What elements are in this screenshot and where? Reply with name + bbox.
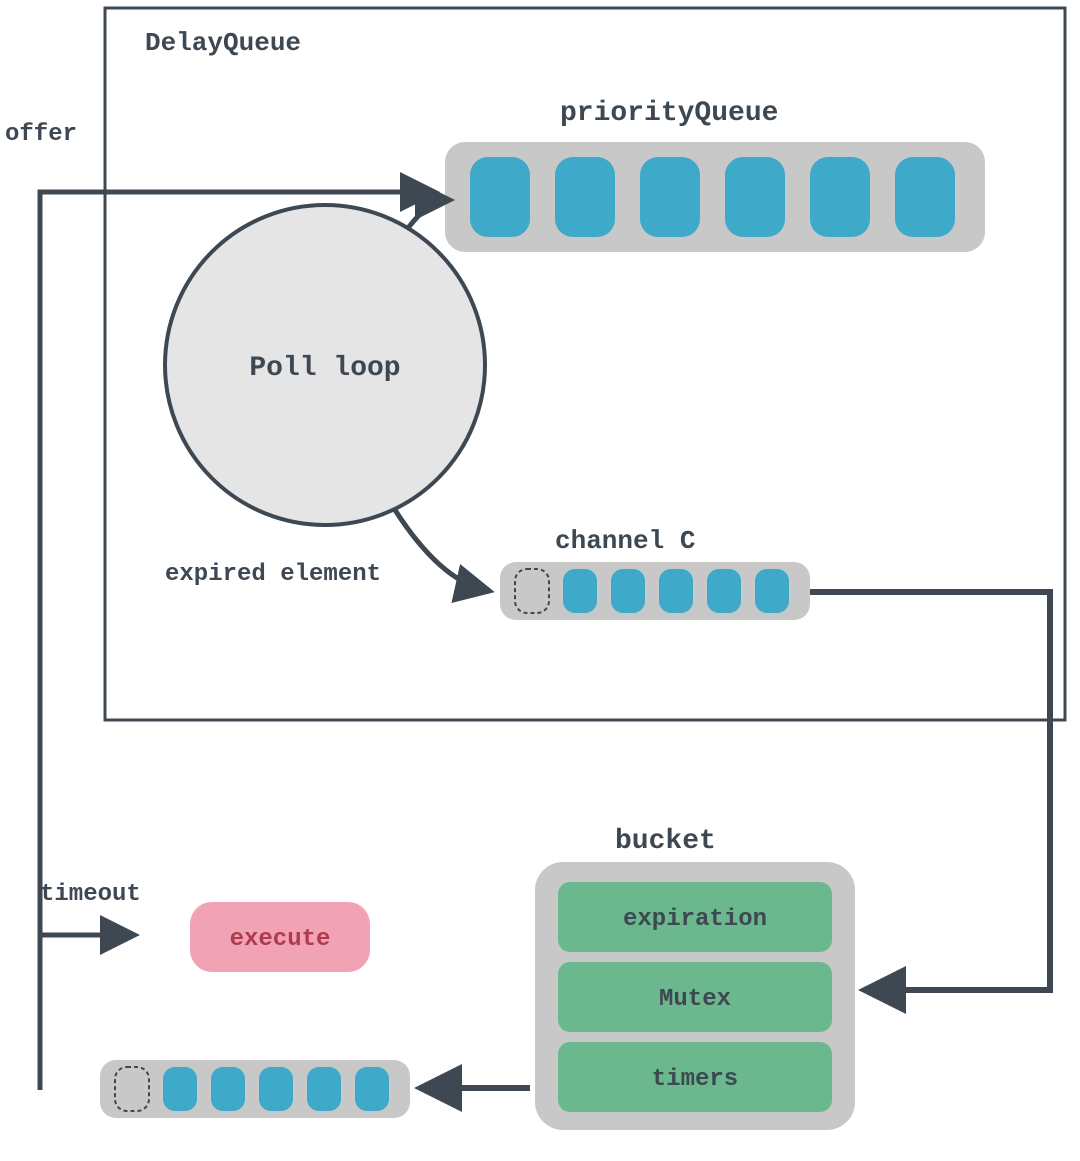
diagram-canvas: DelayQueue priorityQueue Poll loop chann…	[0, 0, 1080, 1161]
delayqueue-label: DelayQueue	[145, 28, 301, 58]
bucket-section-expiration: expiration	[623, 906, 767, 933]
bucket-sections: expiration Mutex timers	[558, 882, 832, 1112]
arrow-poll-to-priority	[408, 200, 445, 228]
arrow-poll-to-channel	[395, 510, 485, 590]
channel-c-label: channel C	[555, 526, 695, 556]
execute-label: execute	[230, 926, 331, 953]
bucket-section-timers: timers	[652, 1066, 738, 1093]
bucket-section-mutex: Mutex	[659, 986, 731, 1013]
bucket-label: bucket	[615, 826, 716, 857]
priorityqueue-label: priorityQueue	[560, 98, 778, 129]
poll-loop-label: Poll loop	[249, 353, 400, 384]
offer-label: offer	[5, 121, 77, 148]
timeout-label: timeout	[40, 881, 141, 908]
expired-element-label: expired element	[165, 561, 381, 588]
